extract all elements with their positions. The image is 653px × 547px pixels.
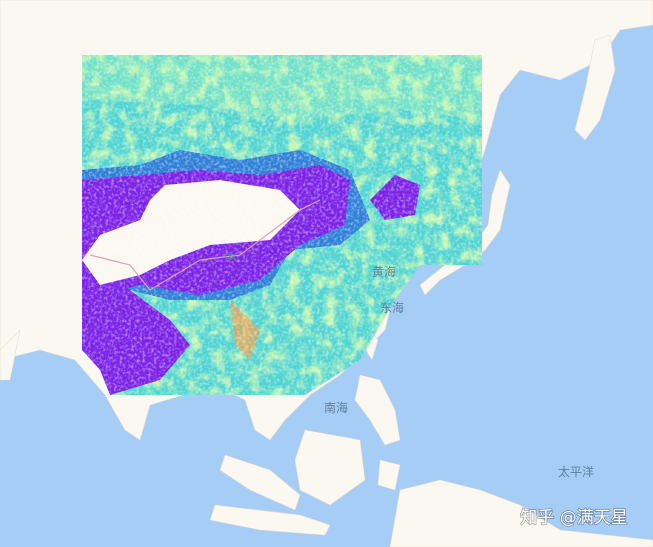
border <box>89 199 321 291</box>
sea-label: 东海 <box>380 300 404 315</box>
sea-label: 黄海 <box>372 264 396 279</box>
watermark: 知乎 @满天星 <box>520 508 627 528</box>
map-label: 中 <box>224 250 236 265</box>
sea-label: 太平洋 <box>558 464 594 479</box>
sea-label: 南海 <box>324 400 348 415</box>
